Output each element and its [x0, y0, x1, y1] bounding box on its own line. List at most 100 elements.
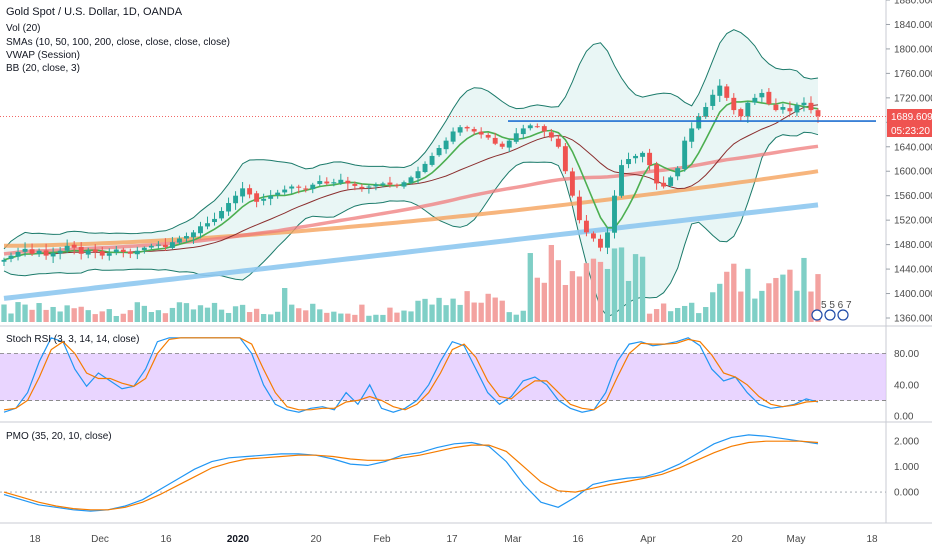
candle-body — [141, 247, 147, 251]
stoch-rsi-tick-label: 0.00 — [894, 412, 914, 423]
symbol-title[interactable]: Gold Spot / U.S. Dollar, 1D, OANDA — [6, 6, 183, 18]
candle-body — [233, 195, 239, 204]
volume-bar — [169, 307, 176, 322]
volume-bar — [387, 307, 393, 322]
volume-bar — [246, 312, 253, 322]
candle-body — [780, 107, 786, 110]
candle-body — [324, 181, 330, 184]
pmo-tick-label: 0.000 — [894, 488, 919, 499]
candle-body — [541, 126, 547, 132]
candle-body — [429, 155, 435, 165]
volume-bar — [689, 302, 695, 322]
volume-bar — [555, 260, 562, 322]
volume-bar — [632, 254, 639, 322]
time-tick-label: Feb — [373, 534, 391, 545]
legend-smas[interactable]: SMAs (10, 50, 100, 200, close, close, cl… — [6, 37, 230, 48]
flag-icon[interactable] — [811, 309, 823, 321]
candle-body — [99, 251, 105, 256]
volume-bar — [604, 268, 611, 322]
candle-body — [303, 188, 309, 190]
candle-body — [22, 248, 28, 252]
volume-bar — [359, 304, 365, 322]
candle-body — [120, 249, 126, 252]
volume-bar — [239, 304, 246, 322]
pmo-axis: 2.000 1.000 0.000 — [894, 437, 919, 499]
volume-bars — [1, 244, 821, 322]
candle-body — [703, 107, 709, 117]
volume-bar — [141, 305, 148, 322]
volume-bar — [275, 311, 281, 322]
candle-body — [520, 128, 526, 135]
candle-body — [205, 223, 210, 227]
volume-bar — [738, 291, 744, 322]
volume-bar — [808, 291, 814, 322]
price-axis[interactable]: 1880.000 1840.000 1800.000 1760.000 1720.000… — [886, 0, 932, 325]
time-tick-label: May — [787, 534, 806, 545]
candle-body — [387, 182, 393, 185]
volume-bar — [478, 302, 484, 322]
volume-bar — [611, 248, 618, 322]
volume-bar — [660, 303, 667, 322]
pmo-signal-line — [3, 440, 819, 511]
flag-icon[interactable] — [824, 309, 836, 321]
candle-body — [1, 259, 7, 262]
volume-bar — [253, 308, 260, 322]
main-legend: Gold Spot / U.S. Dollar, 1D, OANDA Vol (… — [6, 6, 230, 74]
volume-bar — [282, 288, 288, 322]
volume-bar — [674, 307, 681, 322]
volume-bar — [541, 282, 547, 322]
flag-icon[interactable] — [837, 309, 849, 321]
volume-bar — [513, 314, 519, 322]
candle-body — [331, 182, 337, 184]
stoch-rsi-title[interactable]: Stoch RSI (3, 3, 14, 14, close) — [6, 334, 139, 345]
candle-body — [436, 147, 442, 156]
volume-bar — [583, 263, 590, 322]
price-tick-label: 1560.000 — [894, 191, 932, 202]
volume-bar — [562, 284, 569, 322]
last-price-value: 1689.609 — [891, 112, 932, 123]
time-axis[interactable]: 18 Dec 16 2020 20 Feb 17 Mar 16 Apr 20 May 18 — [29, 534, 878, 545]
volume-bar — [92, 314, 98, 322]
time-tick-label: 16 — [160, 534, 172, 545]
candle-body — [654, 164, 660, 184]
price-tick-label: 1800.000 — [894, 44, 932, 55]
candle-body — [71, 244, 77, 248]
legend-bb[interactable]: BB (20, close, 3) — [6, 63, 80, 74]
pmo-title[interactable]: PMO (35, 20, 10, close) — [6, 431, 112, 442]
legend-vol[interactable]: Vol (20) — [6, 23, 40, 34]
volume-bar — [22, 304, 28, 322]
legend-vwap[interactable]: VWAP (Session) — [6, 50, 80, 61]
candle-body — [92, 249, 98, 252]
volume-bar — [717, 283, 723, 322]
candle-body — [682, 140, 688, 170]
volume-bar — [267, 314, 274, 322]
candle-body — [527, 125, 533, 129]
volume-bar — [317, 309, 323, 322]
volume-bar — [667, 311, 674, 322]
candle-body — [647, 152, 653, 166]
stoch-rsi-tick-label: 80.00 — [894, 349, 919, 360]
candle-body — [710, 94, 716, 106]
candle-body — [352, 183, 358, 186]
volume-bar — [590, 258, 597, 322]
candle-body — [254, 193, 260, 202]
volume-bar — [232, 306, 239, 322]
candle-body — [366, 186, 372, 188]
sma200-line — [4, 169, 819, 248]
candle-body — [478, 131, 484, 135]
price-tick-label: 1760.000 — [894, 69, 932, 80]
volume-bar — [457, 304, 463, 322]
candle-body — [408, 177, 414, 183]
candle-body — [15, 251, 21, 257]
economic-events-markers[interactable]: 5 5 6 7 — [811, 300, 852, 321]
candle-body — [127, 251, 133, 254]
time-tick-label: Dec — [91, 534, 109, 545]
volume-bar — [78, 306, 84, 322]
volume-bar — [696, 313, 702, 322]
candle-body — [583, 220, 589, 233]
volume-bar — [471, 302, 477, 322]
volume-bar — [639, 256, 646, 322]
volume-bar — [64, 305, 70, 322]
